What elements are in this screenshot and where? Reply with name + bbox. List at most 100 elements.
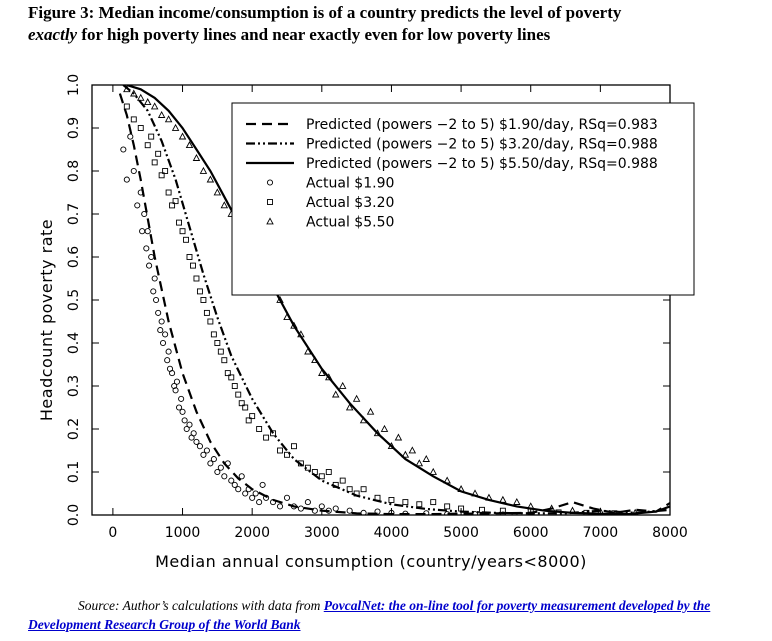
data-point-circle	[164, 357, 171, 364]
data-point-circle	[332, 505, 339, 512]
scatter-chart: 0 1000 2000 3000 4000 5000 6000 7000 8000 0.0 0.1 0…	[37, 74, 695, 571]
series-line-solid	[126, 85, 670, 515]
legend-swatch-circle	[266, 179, 274, 186]
data-point-triangle	[136, 93, 145, 101]
data-point-triangle	[415, 459, 424, 467]
data-point-triangle	[338, 381, 347, 389]
data-point-triangle	[178, 132, 187, 140]
data-point-triangle	[185, 141, 194, 149]
legend-label: Predicted (powers −2 to 5) $5.50/day, RS…	[306, 156, 658, 172]
data-point-square	[221, 357, 228, 364]
data-point-circle	[203, 447, 210, 454]
data-point-square	[444, 503, 451, 510]
y-tick-label: 1.0	[66, 74, 82, 96]
data-point-circle	[120, 146, 127, 153]
data-point-square	[416, 501, 423, 508]
data-point-circle	[304, 499, 311, 506]
x-axis-label: Median annual consumption (country/years…	[155, 552, 587, 571]
data-point-triangle	[206, 175, 215, 183]
data-point-circle	[139, 228, 146, 235]
data-point-circle	[186, 421, 193, 428]
data-point-circle	[162, 331, 169, 338]
y-tick-label: 0.6	[66, 246, 82, 268]
x-tick-label: 1000	[165, 525, 201, 541]
data-point-triangle	[150, 102, 159, 110]
data-point-circle	[311, 507, 318, 514]
data-point-triangle	[213, 188, 222, 196]
data-point-circle	[193, 438, 200, 445]
legend-label: Actual $1.90	[306, 176, 394, 192]
data-point-circle	[238, 473, 245, 480]
legend-label: Actual $3.20	[306, 195, 394, 211]
data-point-square	[207, 318, 214, 325]
legend-label: Predicted (powers −2 to 5) $3.20/day, RS…	[306, 137, 658, 153]
data-point-triangle	[157, 110, 166, 118]
figure-title-line1: Figure 3: Median income/consumption is o…	[28, 3, 622, 22]
povcalnet-link[interactable]: PovcalNet: the on-line tool for poverty …	[28, 598, 711, 632]
data-point-square	[224, 370, 231, 377]
data-point-circle	[276, 503, 284, 510]
data-point-square	[339, 477, 346, 484]
data-point-triangle	[220, 201, 229, 209]
data-point-circle	[127, 133, 134, 140]
data-point-triangle	[394, 433, 403, 441]
series-line-dashed	[118, 93, 670, 515]
legend-swatch-triangle	[266, 217, 274, 225]
data-point-circle	[196, 443, 203, 450]
y-tick-label: 0.7	[66, 203, 82, 225]
data-point-square	[186, 254, 193, 260]
data-point-square	[256, 426, 263, 432]
data-point-square	[214, 340, 221, 346]
data-point-square	[245, 417, 252, 424]
data-point-triangle	[422, 454, 431, 462]
data-point-square	[165, 189, 172, 196]
data-point-circle	[214, 468, 221, 476]
data-point-square	[155, 150, 162, 157]
figure-title: Figure 3: Median income/consumption is o…	[28, 2, 768, 46]
data-point-circle	[228, 477, 235, 484]
figure-title-line2: exactly for high poverty lines and near …	[28, 24, 768, 46]
data-point-square	[169, 202, 176, 209]
data-point-square	[263, 434, 270, 441]
data-point-circle	[150, 288, 157, 295]
x-tick-label: 7000	[583, 525, 619, 541]
data-point-circle	[235, 486, 242, 493]
data-point-square	[430, 499, 437, 506]
data-point-circle	[190, 430, 197, 437]
data-point-triangle	[164, 115, 173, 123]
data-point-triangle	[513, 497, 521, 505]
data-point-circle	[346, 507, 353, 514]
x-tick-label: 0	[108, 525, 117, 541]
data-point-square	[360, 486, 367, 493]
data-point-circle	[165, 348, 172, 355]
data-point-circle	[221, 473, 228, 480]
data-point-circle	[148, 253, 155, 261]
data-point-square	[346, 486, 353, 493]
data-point-triangle	[199, 166, 208, 174]
chart-container: 0 1000 2000 3000 4000 5000 6000 7000 8000 0.0 0.1 0…	[0, 60, 772, 590]
data-point-square	[148, 133, 155, 140]
data-point-circle	[155, 309, 162, 316]
y-tick-label: 0.9	[66, 117, 82, 139]
data-point-triangle	[290, 321, 298, 329]
data-point-circle	[499, 511, 506, 515]
legend-label: Predicted (powers −2 to 5) $1.90/day, RS…	[306, 117, 658, 133]
data-point-circle	[252, 490, 259, 497]
x-tick-label: 4000	[374, 525, 410, 541]
y-tick-label: 0.8	[66, 160, 82, 182]
data-point-circle	[153, 296, 160, 304]
data-point-circle	[134, 202, 141, 209]
data-point-square	[284, 451, 290, 458]
data-point-circle	[318, 503, 325, 510]
data-point-triangle	[192, 153, 201, 161]
data-point-circle	[178, 395, 185, 402]
data-point-square	[130, 116, 137, 123]
y-tick-label: 0.5	[66, 289, 82, 311]
data-point-triangle	[331, 390, 340, 398]
data-point-circle	[141, 210, 148, 218]
data-point-square	[179, 228, 186, 235]
data-point-square	[238, 400, 245, 407]
data-point-square	[277, 447, 283, 454]
data-point-circle	[210, 456, 217, 463]
data-point-square	[318, 473, 325, 480]
